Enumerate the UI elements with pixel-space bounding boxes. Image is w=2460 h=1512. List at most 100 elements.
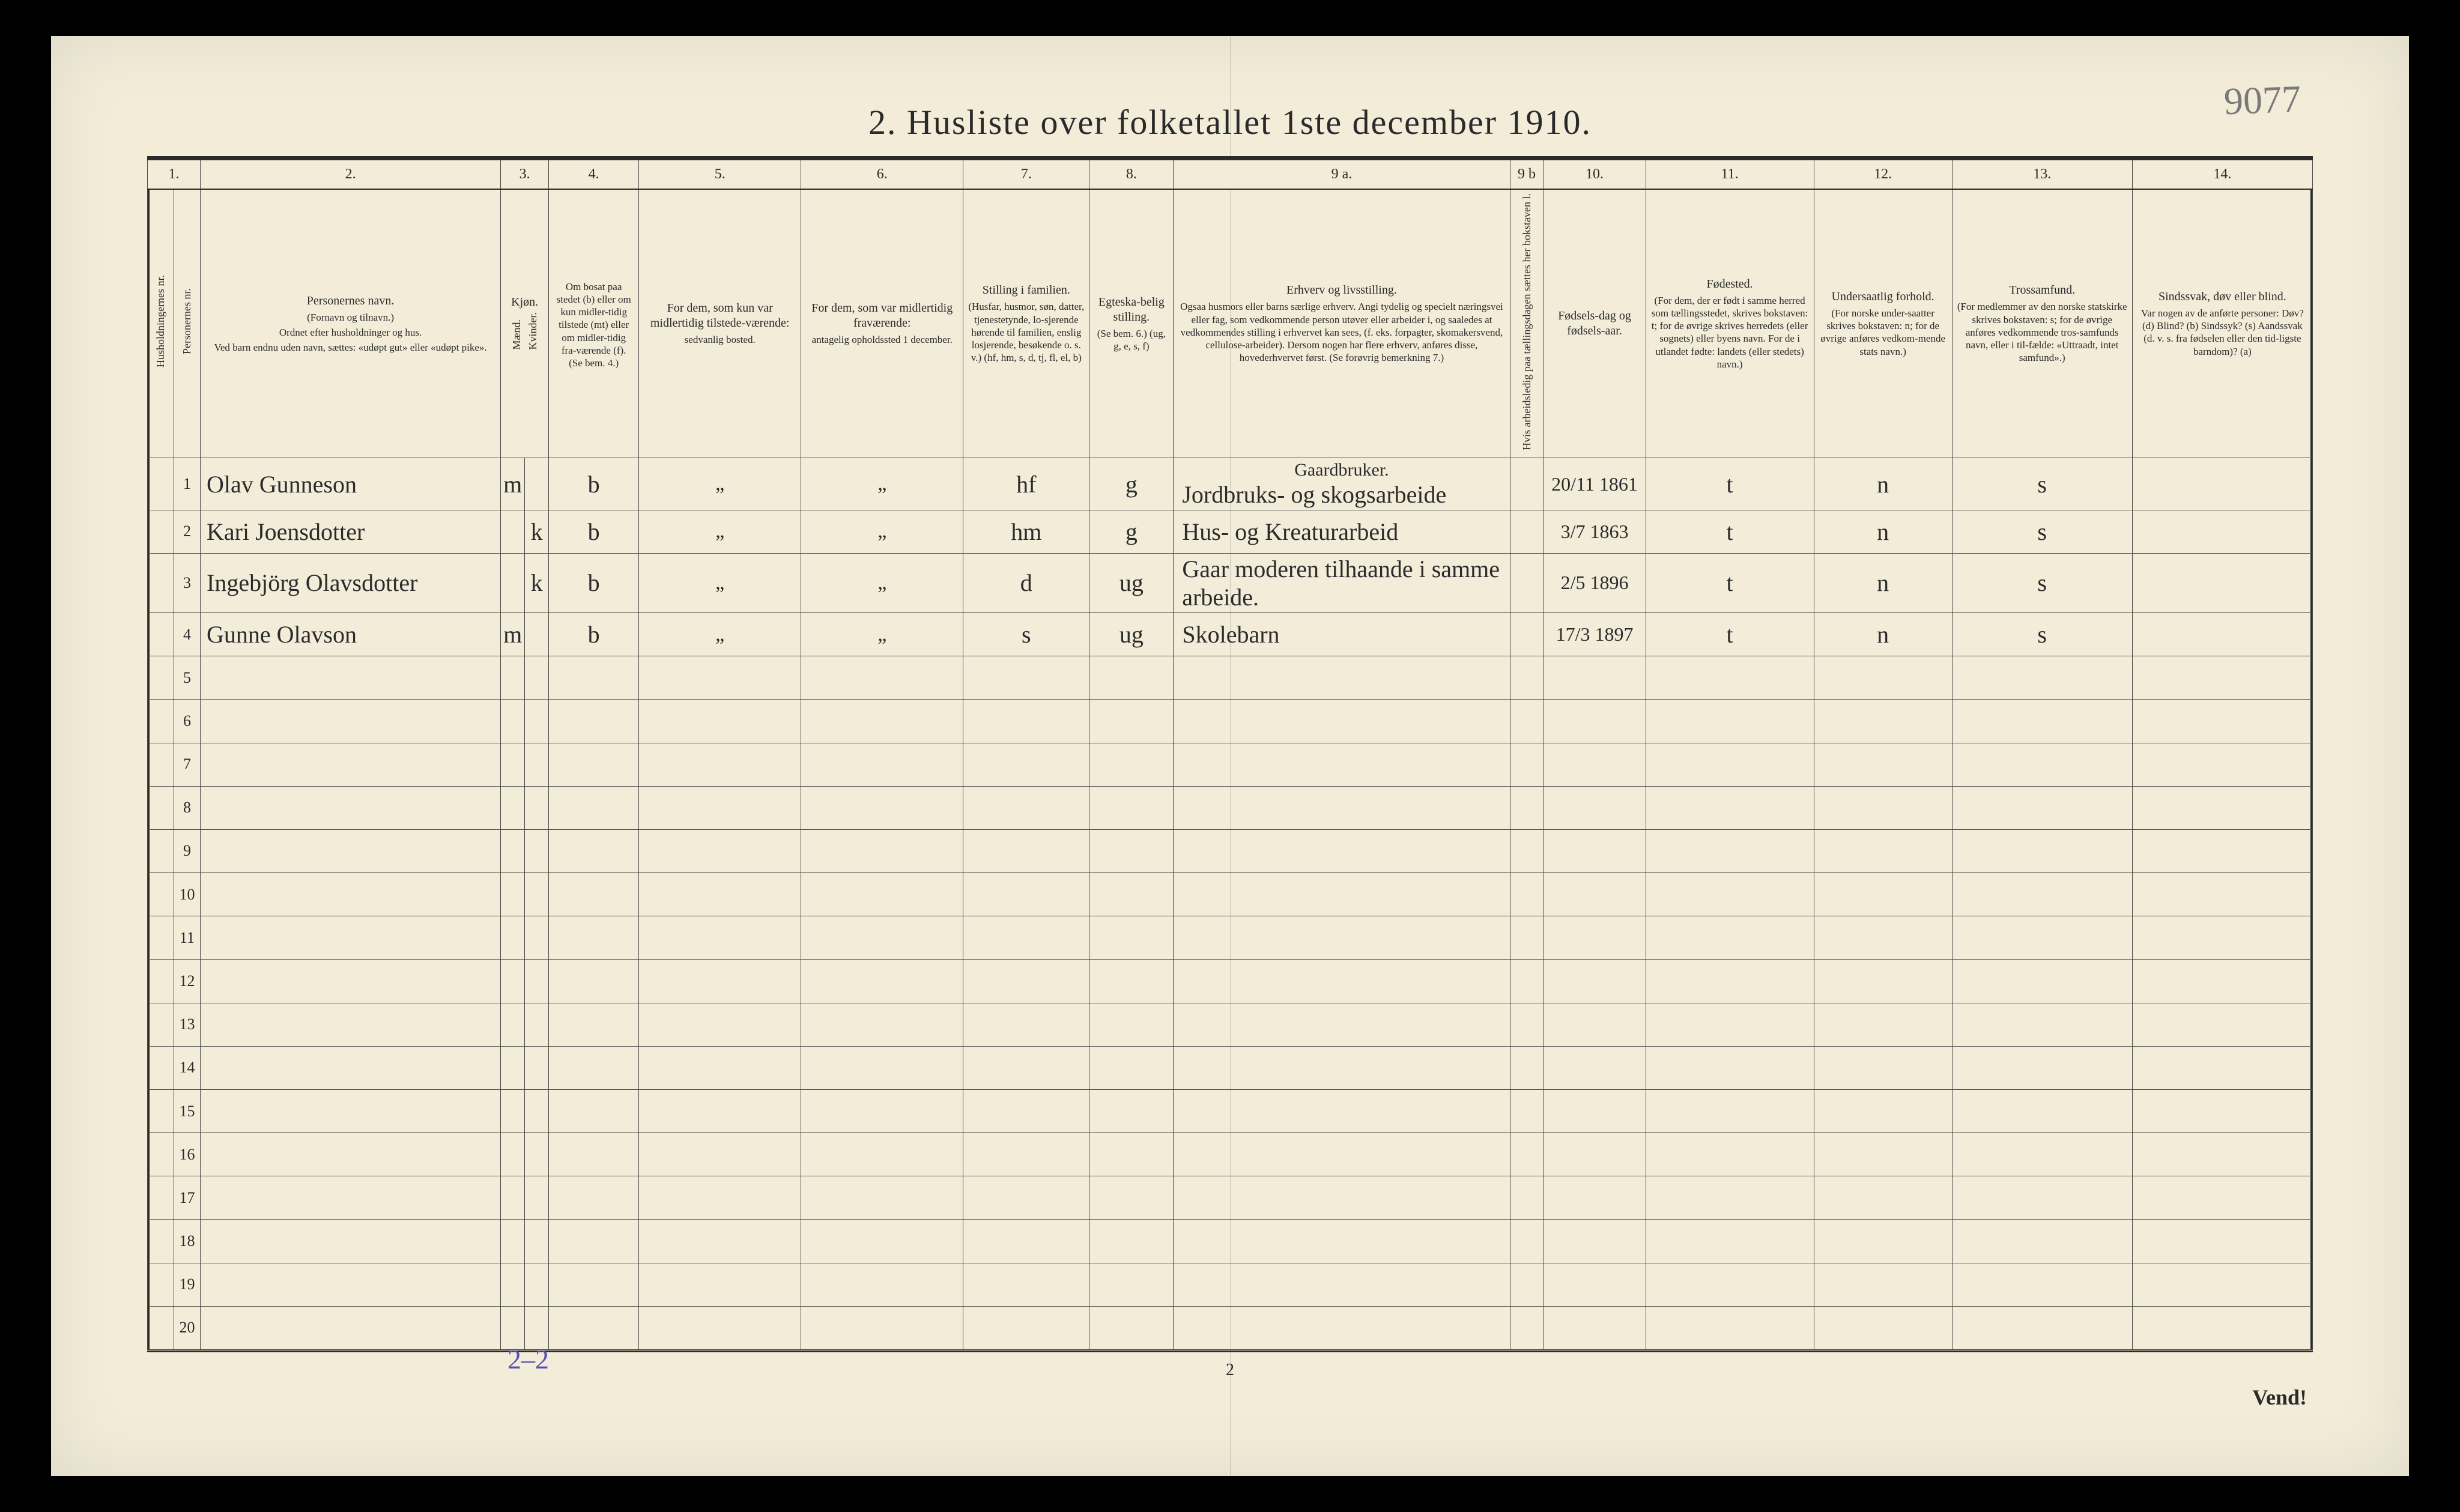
cell-egteskab <box>1089 786 1174 829</box>
cell-name <box>201 1003 501 1046</box>
cell-person-nr: 9 <box>174 829 201 872</box>
cell-erhverv-wrap <box>1174 1306 1510 1349</box>
cell-person-nr: 7 <box>174 743 201 786</box>
cell-dob <box>1544 1003 1646 1046</box>
cell-undersaat <box>1814 743 1952 786</box>
head-husholdning: Husholdningernes nr. <box>148 189 174 458</box>
cell-sex-m <box>501 553 525 612</box>
cell-fodested <box>1646 960 1814 1003</box>
cell-c6 <box>801 1046 963 1089</box>
cell-erhverv-wrap <box>1174 1003 1510 1046</box>
cell-sindssvak <box>2132 873 2312 916</box>
cell-erhverv: Skolebarn <box>1176 620 1507 649</box>
cell-bosat <box>549 656 639 700</box>
cell-sex-k <box>525 829 549 872</box>
cell-c6 <box>801 786 963 829</box>
label-personnr: Personernes nr. <box>180 288 194 354</box>
cell-sex-m <box>501 1220 525 1263</box>
cell-fodested <box>1646 786 1814 829</box>
cell-fodested: t <box>1646 510 1814 553</box>
cell-bosat: b <box>549 458 639 510</box>
colnum-11: 11. <box>1646 160 1814 189</box>
cell-person-nr: 5 <box>174 656 201 700</box>
cell-bosat <box>549 786 639 829</box>
cell-familie <box>963 700 1089 743</box>
table-row: 17 <box>148 1176 2313 1220</box>
cell-c6: „ <box>801 510 963 553</box>
cell-erhverv: Jordbruks- og skogsarbeide <box>1176 480 1507 509</box>
label-navn-sub3: Ved barn endnu uden navn, sættes: «udøpt… <box>205 341 495 354</box>
colnum-5: 5. <box>639 160 801 189</box>
cell-familie: d <box>963 553 1089 612</box>
bottom-rule <box>147 1350 2313 1352</box>
cell-sex-k <box>525 1263 549 1306</box>
cell-c6: „ <box>801 613 963 656</box>
cell-sindssvak <box>2132 553 2312 612</box>
cell-arbeidsledig <box>1510 510 1544 553</box>
cell-c5 <box>639 786 801 829</box>
label-c13-sub: (For medlemmer av den norske statskirke … <box>1957 300 2127 364</box>
cell-undersaat: n <box>1814 613 1952 656</box>
cell-name: Ingebjörg Olavsdotter <box>201 553 501 612</box>
cell-person-nr: 20 <box>174 1306 201 1349</box>
cell-sindssvak <box>2132 613 2312 656</box>
cell-arbeidsledig <box>1510 743 1544 786</box>
cell-c6 <box>801 916 963 960</box>
colnum-7: 7. <box>963 160 1089 189</box>
cell-hushold-nr <box>148 553 174 612</box>
column-labels-row: Husholdningernes nr. Personernes nr. Per… <box>148 189 2313 458</box>
cell-bosat <box>549 743 639 786</box>
cell-dob <box>1544 829 1646 872</box>
cell-familie <box>963 1176 1089 1220</box>
table-row: 14 <box>148 1046 2313 1089</box>
label-c14: Sindssvak, døv eller blind. <box>2159 290 2286 303</box>
cell-sindssvak <box>2132 1133 2312 1176</box>
cell-hushold-nr <box>148 1089 174 1132</box>
cell-erhverv-wrap <box>1174 1263 1510 1306</box>
cell-undersaat <box>1814 829 1952 872</box>
cell-familie <box>963 1089 1089 1132</box>
cell-arbeidsledig <box>1510 1176 1544 1220</box>
head-bosat: Om bosat paa stedet (b) eller om kun mid… <box>549 189 639 458</box>
cell-hushold-nr <box>148 1220 174 1263</box>
label-maend: Mænd. <box>510 319 524 350</box>
cell-trossamfund <box>1952 1089 2132 1132</box>
cell-dob <box>1544 1263 1646 1306</box>
cell-erhverv-wrap <box>1174 829 1510 872</box>
cell-undersaat <box>1814 786 1952 829</box>
cell-dob <box>1544 743 1646 786</box>
cell-sex-m: m <box>501 613 525 656</box>
cell-sex-k <box>525 873 549 916</box>
cell-hushold-nr <box>148 1046 174 1089</box>
cell-sex-m <box>501 786 525 829</box>
cell-c5 <box>639 873 801 916</box>
cell-hushold-nr <box>148 1176 174 1220</box>
cell-c6: „ <box>801 553 963 612</box>
cell-bosat <box>549 916 639 960</box>
cell-arbeidsledig <box>1510 1220 1544 1263</box>
cell-arbeidsledig <box>1510 458 1544 510</box>
cell-sex-k <box>525 1003 549 1046</box>
cell-dob <box>1544 960 1646 1003</box>
cell-trossamfund <box>1952 1263 2132 1306</box>
cell-egteskab <box>1089 1220 1174 1263</box>
cell-trossamfund <box>1952 873 2132 916</box>
cell-undersaat <box>1814 656 1952 700</box>
cell-sindssvak <box>2132 1046 2312 1089</box>
cell-hushold-nr <box>148 510 174 553</box>
cell-fodested: t <box>1646 458 1814 510</box>
cell-sindssvak <box>2132 743 2312 786</box>
cell-trossamfund <box>1952 1046 2132 1089</box>
cell-c6 <box>801 1176 963 1220</box>
cell-fodested <box>1646 743 1814 786</box>
table-row: 10 <box>148 873 2313 916</box>
cell-c6: „ <box>801 458 963 510</box>
census-table: 1. 2. 3. 4. 5. 6. 7. 8. 9 a. 9 b 10. 11.… <box>147 160 2313 1350</box>
cell-sindssvak <box>2132 786 2312 829</box>
cell-familie <box>963 960 1089 1003</box>
cell-erhverv-wrap <box>1174 916 1510 960</box>
cell-erhverv-wrap <box>1174 1176 1510 1220</box>
cell-egteskab <box>1089 700 1174 743</box>
cell-undersaat: n <box>1814 458 1952 510</box>
cell-sex-k <box>525 743 549 786</box>
